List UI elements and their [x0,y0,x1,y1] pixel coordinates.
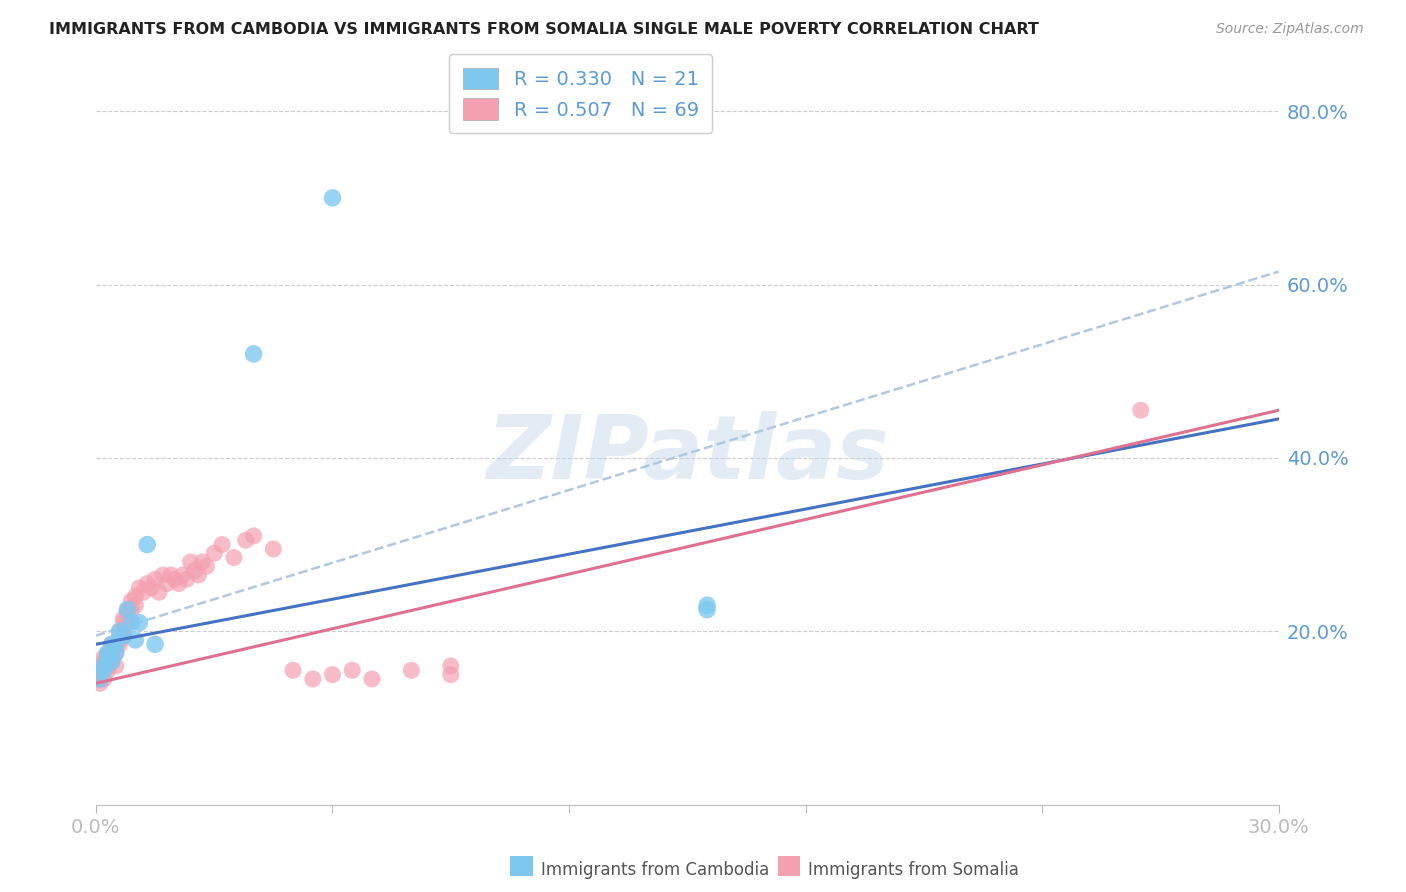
Point [440,659,463,673]
Text: IMMIGRANTS FROM CAMBODIA VS IMMIGRANTS FROM SOMALIA SINGLE MALE POVERTY CORRELAT: IMMIGRANTS FROM CAMBODIA VS IMMIGRANTS F… [49,22,1039,37]
Point [440,667,463,681]
Point [97,646,120,660]
Point [696,602,718,616]
Point [143,637,166,651]
Text: Source: ZipAtlas.com: Source: ZipAtlas.com [1216,22,1364,37]
Point [93,663,115,677]
Text: Immigrants from Somalia: Immigrants from Somalia [808,861,1019,879]
Point [93,655,115,669]
Point [120,594,142,608]
Point [93,659,115,673]
Point [89,663,111,677]
Point [97,659,120,673]
Point [93,650,115,665]
Point [148,585,170,599]
Point [242,529,264,543]
Point [124,590,146,604]
Point [93,672,115,686]
Point [97,655,120,669]
Point [136,538,159,552]
Point [187,568,209,582]
Text: Immigrants from Cambodia: Immigrants from Cambodia [541,861,769,879]
Point [89,672,111,686]
Point [100,655,122,669]
Point [136,576,159,591]
Point [152,568,174,582]
Point [104,637,127,651]
Point [124,599,146,613]
Point [301,672,323,686]
Point [401,663,423,677]
Point [172,568,194,582]
Point [93,663,115,677]
Point [97,663,120,677]
Point [195,559,218,574]
Point [104,637,127,651]
Point [97,646,120,660]
Point [183,564,205,578]
Point [117,615,139,630]
Point [89,672,111,686]
Point [281,663,304,677]
Point [112,629,135,643]
Point [211,538,233,552]
Point [235,533,257,548]
Point [120,602,142,616]
Point [340,663,363,677]
Point [176,572,198,586]
Point [160,568,183,582]
Point [108,624,131,639]
Point [222,550,245,565]
Point [117,607,139,621]
Point [117,602,139,616]
Point [100,650,122,665]
Text: ZIPatlas: ZIPatlas [486,411,889,498]
Point [104,646,127,660]
Point [97,650,120,665]
Point [361,672,384,686]
Point [167,576,190,591]
Point [112,629,135,643]
Point [104,646,127,660]
Point [139,581,162,595]
Point [191,555,214,569]
Point [128,615,150,630]
Point [89,676,111,690]
Point [117,602,139,616]
Point [321,191,343,205]
Point [112,615,135,630]
Point [112,611,135,625]
Point [100,646,122,660]
Point [93,659,115,673]
Point [104,637,127,651]
Point [108,624,131,639]
Point [262,541,284,556]
Point [120,615,142,630]
Point [132,585,155,599]
Point [143,572,166,586]
Point [696,599,718,613]
Point [321,667,343,681]
Point [108,629,131,643]
Point [100,637,122,651]
Point [97,650,120,665]
Point [1129,403,1152,417]
Point [180,555,202,569]
Point [128,581,150,595]
Point [202,546,225,560]
Point [104,659,127,673]
Point [163,572,186,586]
Point [108,637,131,651]
Point [108,632,131,647]
Point [112,624,135,639]
Point [100,637,122,651]
Legend: R = 0.330   N = 21, R = 0.507   N = 69: R = 0.330 N = 21, R = 0.507 N = 69 [450,54,713,133]
Point [156,576,179,591]
Point [242,347,264,361]
Point [100,655,122,669]
Point [124,632,146,647]
